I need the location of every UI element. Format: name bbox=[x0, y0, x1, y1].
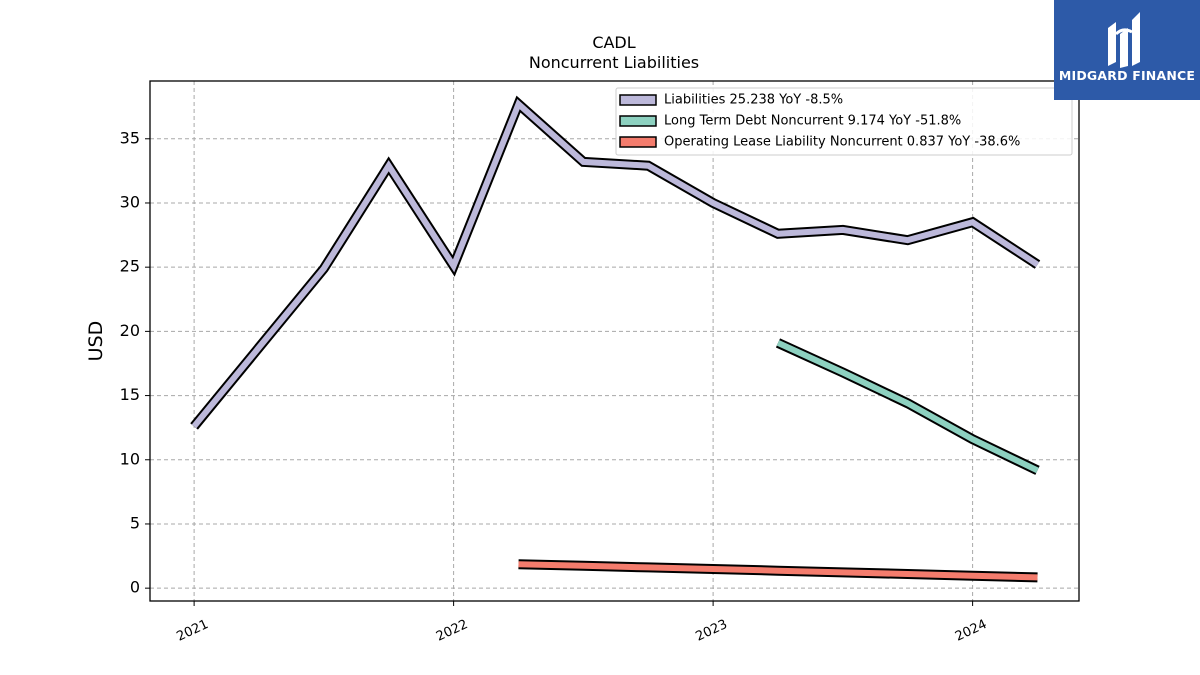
y-tick-label: 5 bbox=[130, 513, 140, 532]
legend-label: Long Term Debt Noncurrent 9.174 YoY -51.… bbox=[664, 114, 961, 129]
legend-swatch bbox=[619, 136, 657, 148]
series-1 bbox=[190, 95, 1041, 430]
legend-label: Liabilities 25.238 YoY -8.5% bbox=[664, 93, 843, 108]
series-3 bbox=[518, 559, 1038, 583]
legend-swatch bbox=[619, 115, 657, 127]
grid bbox=[150, 81, 1079, 601]
series-2 bbox=[775, 338, 1040, 475]
plot-frame bbox=[149, 80, 1080, 602]
brand-name: MIDGARD FINANCE bbox=[1058, 68, 1196, 83]
series-line bbox=[191, 99, 1040, 429]
y-tick-label: 20 bbox=[120, 321, 140, 340]
y-tick-label: 35 bbox=[120, 128, 140, 147]
y-axis-label: USD bbox=[85, 321, 107, 362]
brand-logo: MIDGARD FINANCE bbox=[1054, 0, 1200, 100]
y-tick-label: 25 bbox=[120, 257, 140, 276]
series-line bbox=[518, 561, 1038, 581]
chart-title: CADL bbox=[592, 33, 635, 52]
midgard-logo-icon bbox=[1108, 12, 1140, 68]
legend-box bbox=[615, 87, 1073, 156]
series-lines bbox=[190, 95, 1041, 583]
chart-subtitle: Noncurrent Liabilities bbox=[529, 53, 699, 72]
legend-label: Operating Lease Liability Noncurrent 0.8… bbox=[664, 135, 1020, 150]
y-tick-label: 30 bbox=[120, 192, 140, 211]
series-line bbox=[776, 340, 1039, 474]
y-tick-label: 15 bbox=[120, 385, 140, 404]
legend-swatch bbox=[619, 94, 657, 106]
y-tick-label: 0 bbox=[130, 578, 140, 597]
y-tick-label: 10 bbox=[120, 449, 140, 468]
legend: Liabilities 25.238 YoY -8.5% Long Term De… bbox=[615, 87, 1073, 156]
